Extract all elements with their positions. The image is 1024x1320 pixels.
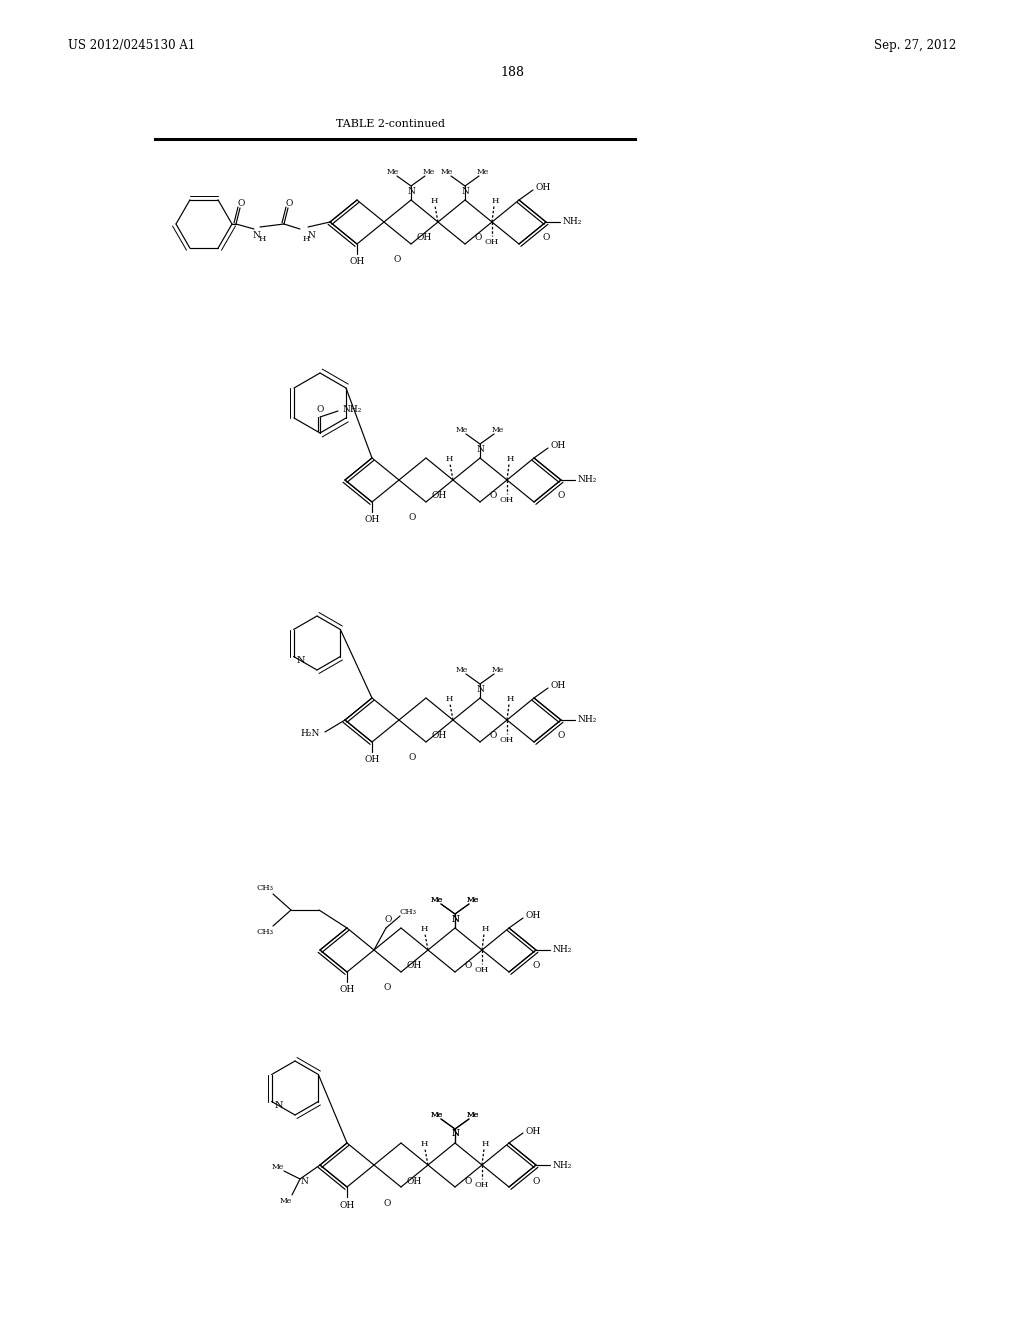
Text: Me: Me xyxy=(387,168,399,176)
Text: H: H xyxy=(302,235,309,243)
Text: H: H xyxy=(445,696,453,704)
Text: N: N xyxy=(307,231,315,239)
Text: Me: Me xyxy=(492,667,504,675)
Text: H: H xyxy=(420,925,428,933)
Text: N: N xyxy=(300,1177,308,1187)
Text: OH: OH xyxy=(525,912,541,920)
Text: N: N xyxy=(451,915,459,924)
Text: OH: OH xyxy=(339,986,354,994)
Text: O: O xyxy=(557,731,564,741)
Text: NH₂: NH₂ xyxy=(578,475,597,484)
Text: CH₃: CH₃ xyxy=(256,884,273,892)
Text: O: O xyxy=(286,199,293,209)
Text: H: H xyxy=(481,1140,488,1148)
Text: Me: Me xyxy=(467,896,479,904)
Text: H: H xyxy=(258,235,265,243)
Text: OH: OH xyxy=(339,1200,354,1209)
Text: N: N xyxy=(451,915,459,924)
Text: O: O xyxy=(409,754,416,763)
Text: OH: OH xyxy=(432,491,447,500)
Text: O: O xyxy=(316,405,324,414)
Text: TABLE 2-continued: TABLE 2-continued xyxy=(336,119,444,129)
Text: Me: Me xyxy=(467,1111,479,1119)
Text: O: O xyxy=(384,1199,391,1208)
Text: OH: OH xyxy=(407,1176,422,1185)
Text: N: N xyxy=(297,656,305,665)
Text: NH₂: NH₂ xyxy=(552,945,571,954)
Text: N: N xyxy=(461,186,469,195)
Text: O: O xyxy=(238,199,245,209)
Text: Sep. 27, 2012: Sep. 27, 2012 xyxy=(873,38,956,51)
Text: H: H xyxy=(506,455,514,463)
Text: Me: Me xyxy=(441,168,454,176)
Text: N: N xyxy=(274,1101,283,1110)
Text: OH: OH xyxy=(550,681,565,690)
Text: CH₃: CH₃ xyxy=(256,928,273,936)
Text: NH₂: NH₂ xyxy=(578,715,597,725)
Text: O: O xyxy=(465,1176,472,1185)
Text: O: O xyxy=(384,983,391,993)
Text: N: N xyxy=(476,445,484,454)
Text: OH: OH xyxy=(485,238,499,246)
Text: OH: OH xyxy=(525,1126,541,1135)
Text: H: H xyxy=(445,455,453,463)
Text: H₂N: H₂N xyxy=(300,730,319,738)
Text: Me: Me xyxy=(467,896,479,904)
Text: US 2012/0245130 A1: US 2012/0245130 A1 xyxy=(68,38,196,51)
Text: N: N xyxy=(451,1130,459,1138)
Text: Me: Me xyxy=(477,168,489,176)
Text: OH: OH xyxy=(475,1181,489,1189)
Text: H: H xyxy=(420,1140,428,1148)
Text: H: H xyxy=(430,197,437,205)
Text: Me: Me xyxy=(431,896,443,904)
Text: Me: Me xyxy=(431,1111,443,1119)
Text: O: O xyxy=(557,491,564,500)
Text: N: N xyxy=(252,231,260,239)
Text: O: O xyxy=(384,916,392,924)
Text: O: O xyxy=(489,731,498,741)
Text: OH: OH xyxy=(349,257,365,267)
Text: O: O xyxy=(394,256,401,264)
Text: O: O xyxy=(475,234,482,243)
Text: H: H xyxy=(506,696,514,704)
Text: OH: OH xyxy=(500,496,514,504)
Text: Me: Me xyxy=(456,667,468,675)
Text: OH: OH xyxy=(417,234,432,243)
Text: Me: Me xyxy=(492,426,504,434)
Text: OH: OH xyxy=(536,183,551,193)
Text: OH: OH xyxy=(407,961,422,970)
Text: 188: 188 xyxy=(500,66,524,78)
Text: N: N xyxy=(451,1130,459,1138)
Text: Me: Me xyxy=(431,896,443,904)
Text: N: N xyxy=(476,685,484,693)
Text: O: O xyxy=(465,961,472,970)
Text: Me: Me xyxy=(272,1163,284,1171)
Text: OH: OH xyxy=(500,737,514,744)
Text: Me: Me xyxy=(456,426,468,434)
Text: H: H xyxy=(481,925,488,933)
Text: OH: OH xyxy=(365,755,380,764)
Text: NH₂: NH₂ xyxy=(342,404,361,413)
Text: O: O xyxy=(543,234,550,243)
Text: OH: OH xyxy=(365,516,380,524)
Text: H: H xyxy=(492,197,499,205)
Text: NH₂: NH₂ xyxy=(562,218,582,227)
Text: Me: Me xyxy=(280,1197,292,1205)
Text: O: O xyxy=(409,513,416,523)
Text: O: O xyxy=(489,491,498,500)
Text: OH: OH xyxy=(432,731,447,741)
Text: OH: OH xyxy=(475,966,489,974)
Text: Me: Me xyxy=(431,1111,443,1119)
Text: N: N xyxy=(408,186,415,195)
Text: O: O xyxy=(532,1176,540,1185)
Text: Me: Me xyxy=(467,1111,479,1119)
Text: CH₃: CH₃ xyxy=(399,908,417,916)
Text: OH: OH xyxy=(550,441,565,450)
Text: O: O xyxy=(532,961,540,970)
Text: NH₂: NH₂ xyxy=(552,1160,571,1170)
Text: Me: Me xyxy=(423,168,435,176)
